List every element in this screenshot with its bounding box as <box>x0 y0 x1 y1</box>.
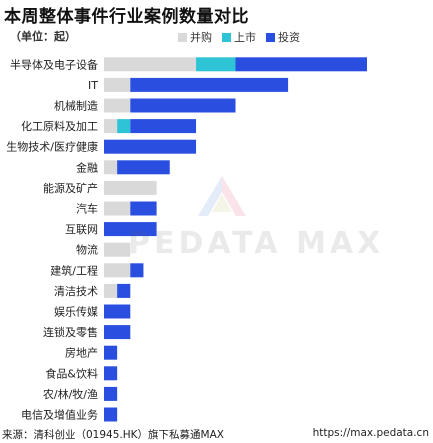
bar-segment-merger <box>104 77 131 92</box>
bar-segment-merger <box>104 180 157 195</box>
source-url: https://max.pedata.cn <box>312 427 429 439</box>
legend-item-merger: 并购 <box>178 29 212 45</box>
category-label: 物流 <box>76 243 98 257</box>
bar-segment-investment <box>104 407 118 422</box>
legend: 并购 上市 投资 <box>178 29 300 45</box>
chart-title: 本周整体事件行业案例数量对比 <box>4 7 249 27</box>
category-label: 化工原料及加工 <box>21 119 98 133</box>
legend-swatch-ipo <box>222 32 231 42</box>
category-label: 汽车 <box>76 202 98 216</box>
category-label: 生物技术/医疗健康 <box>6 140 98 154</box>
bar-segment-investment <box>130 119 197 134</box>
unit-label: （单位：起） <box>10 30 76 43</box>
category-label: 半导体及电子设备 <box>10 57 98 71</box>
category-label: 互联网 <box>65 223 98 236</box>
category-label: 能源及矿产 <box>43 181 98 195</box>
bar-segment-ipo <box>196 57 236 72</box>
bar-segment-investment <box>104 139 197 154</box>
legend-item-ipo: 上市 <box>222 29 256 45</box>
bar-segment-merger <box>104 201 131 216</box>
category-label: 电信及增值业务 <box>21 408 98 422</box>
legend-label-ipo: 上市 <box>234 31 256 44</box>
bar-segment-investment <box>117 160 170 175</box>
legend-swatch-merger <box>178 32 187 42</box>
bar-segment-investment <box>130 77 289 92</box>
category-label: 金融 <box>76 160 98 174</box>
category-label: IT <box>88 79 98 92</box>
category-label: 农/林/牧/渔 <box>43 387 98 401</box>
bar-segment-merger <box>104 242 131 257</box>
bar-segment-investment <box>104 304 131 319</box>
legend-item-investment: 投资 <box>266 29 300 45</box>
legend-label-investment: 投资 <box>278 31 300 44</box>
category-label: 连锁及零售 <box>43 325 98 339</box>
bar-segment-investment <box>130 263 144 278</box>
bar-segment-merger <box>104 263 131 278</box>
bar-segment-investment <box>104 222 157 237</box>
bar-segment-investment <box>104 345 118 360</box>
category-label: 娱乐传媒 <box>54 305 98 319</box>
bar-segment-merger <box>104 119 118 134</box>
category-label: 食品&饮料 <box>45 366 98 380</box>
bar-segment-merger <box>104 283 118 298</box>
legend-label-merger: 并购 <box>190 31 212 44</box>
category-label: 机械制造 <box>54 99 98 113</box>
bar-segment-investment <box>104 325 131 340</box>
bar-segment-investment <box>117 283 131 298</box>
bar-segment-merger <box>104 98 131 113</box>
category-label: 房地产 <box>65 346 98 360</box>
bar-segment-investment <box>104 366 118 381</box>
bar-segment-investment <box>130 201 157 216</box>
bar-segment-merger <box>104 57 197 72</box>
category-label: 建筑/工程 <box>50 263 98 277</box>
source-note: 来源：清科创业（01945.HK）旗下私募通MAX <box>2 429 224 441</box>
bar-segment-investment <box>235 57 367 72</box>
category-label: 清洁技术 <box>54 285 98 298</box>
bar-segment-investment <box>130 98 236 113</box>
bar-segment-investment <box>104 386 118 401</box>
bar-segment-merger <box>104 160 118 175</box>
bar-segment-ipo <box>117 119 131 134</box>
bar-chart: 半导体及电子设备 IT 机械制造化工原料及加工生物技术/医疗健康金融能源及矿产汽车互… <box>6 57 367 422</box>
legend-swatch-investment <box>266 32 275 42</box>
